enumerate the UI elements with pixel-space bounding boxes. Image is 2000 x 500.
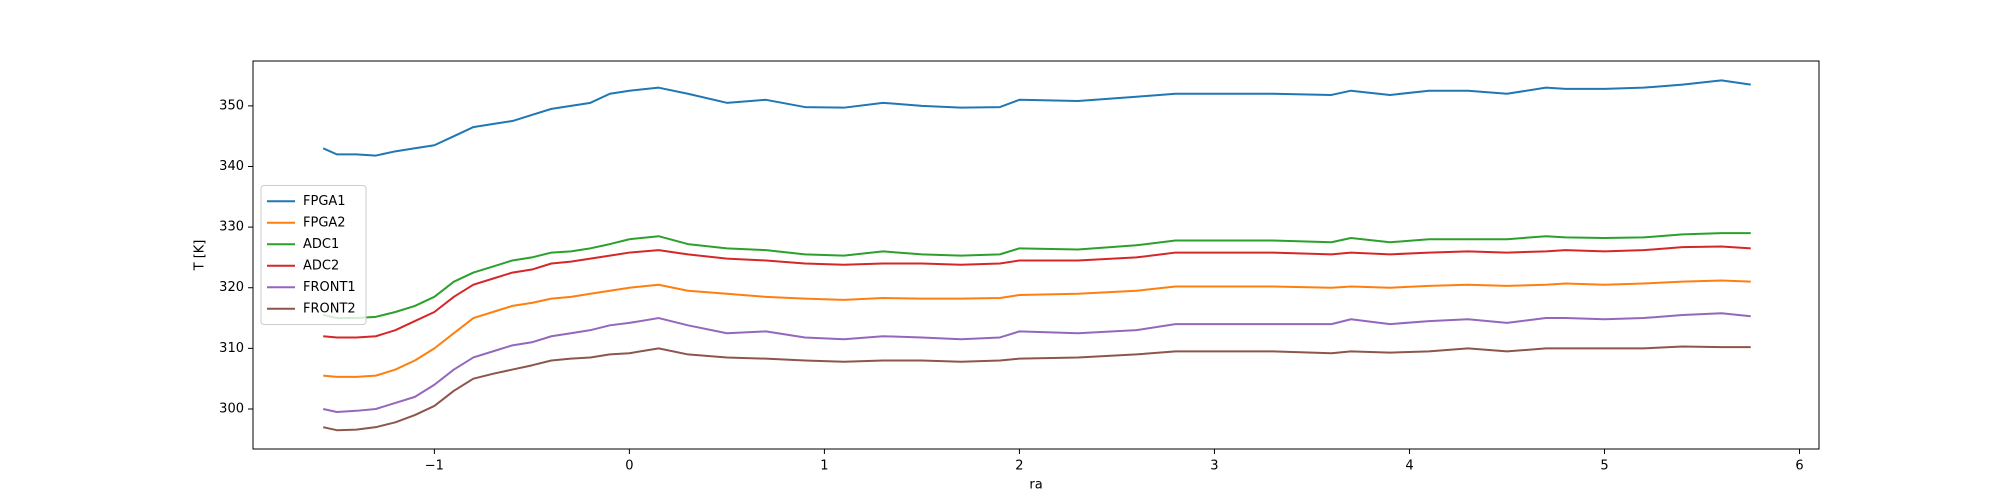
y-tick-label: 330 — [219, 220, 244, 235]
y-axis-label: T [K] — [193, 240, 208, 272]
plot-frame — [252, 60, 1820, 450]
x-tick-label: 3 — [1210, 459, 1218, 474]
series-line — [322, 345, 1751, 432]
legend-label: FRONT2 — [303, 301, 356, 316]
x-tick-label: 6 — [1795, 459, 1803, 474]
x-tick-label: 0 — [625, 459, 633, 474]
series-line — [322, 232, 1751, 320]
legend-label: ADC1 — [303, 237, 339, 252]
series-line — [322, 312, 1751, 414]
x-tick-label: 2 — [1015, 459, 1023, 474]
series-line — [323, 279, 1751, 378]
x-tick-label: −1 — [425, 459, 444, 474]
y-tick-label: 300 — [219, 401, 244, 416]
y-tick-label: 340 — [219, 159, 244, 174]
series-line — [322, 79, 1751, 157]
x-tick-label: 1 — [820, 459, 828, 474]
y-tick-label: 310 — [219, 341, 244, 356]
y-tick-label: 350 — [219, 98, 244, 113]
legend-label: ADC2 — [303, 258, 339, 273]
legend-label: FPGA1 — [303, 194, 346, 209]
legend-label: FPGA2 — [303, 215, 346, 230]
x-tick-label: 5 — [1600, 459, 1608, 474]
series-line — [323, 245, 1751, 339]
x-tick-label: 4 — [1405, 459, 1413, 474]
y-tick-label: 320 — [219, 280, 244, 295]
x-axis-label: ra — [1029, 478, 1042, 493]
legend-box — [260, 185, 367, 325]
legend-label: FRONT1 — [303, 280, 356, 295]
